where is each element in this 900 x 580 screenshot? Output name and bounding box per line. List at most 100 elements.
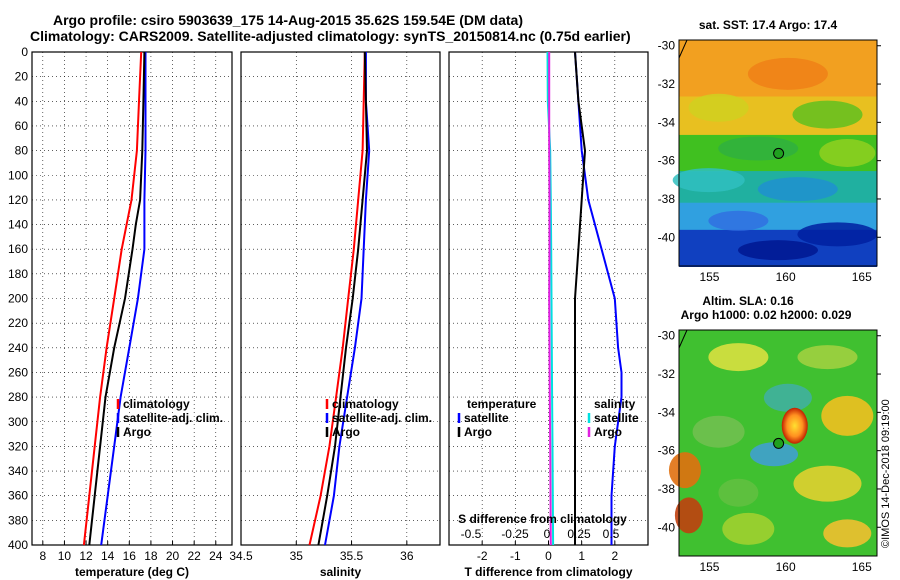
sla-eddy bbox=[781, 407, 808, 444]
map-x-tick-label: 155 bbox=[699, 560, 719, 574]
y-tick-label: 180 bbox=[8, 267, 28, 281]
map-x-tick-label: 160 bbox=[776, 560, 796, 574]
map-y-tick-label: -38 bbox=[658, 192, 676, 206]
title-line-2: Climatology: CARS2009. Satellite-adjuste… bbox=[30, 28, 631, 44]
x-tick-label: 16 bbox=[123, 549, 137, 563]
x-tick-label: 18 bbox=[144, 549, 158, 563]
panel-difference: -2 -1 0 1 2 T difference from climatology temp… bbox=[448, 51, 649, 579]
map-title: sat. SST: 17.4 Argo: 17.4 bbox=[699, 18, 838, 32]
map-frame bbox=[678, 39, 878, 267]
y-tick-label: 360 bbox=[8, 489, 28, 503]
sla-patch bbox=[708, 343, 769, 372]
legend-label: climatology bbox=[332, 397, 399, 411]
sla-patch bbox=[668, 452, 701, 489]
axes-box bbox=[31, 51, 233, 546]
series-line-climatology bbox=[308, 51, 366, 546]
x-tick-label: 24 bbox=[209, 549, 223, 563]
x-tick-label: 2 bbox=[611, 549, 618, 563]
sla-patch bbox=[793, 465, 862, 502]
sla-patch bbox=[718, 478, 759, 507]
map-y-tick-label: -32 bbox=[658, 367, 676, 381]
map-y-tick-label: -40 bbox=[658, 520, 676, 534]
map-title-line-1: Altim. SLA: 0.16 bbox=[702, 294, 794, 308]
x2-tick-label: 0.25 bbox=[567, 527, 591, 541]
legend-label: Argo bbox=[594, 425, 622, 439]
x2-tick-label: -0.5 bbox=[461, 527, 482, 541]
sst-patch bbox=[718, 136, 799, 161]
y-tick-label: 60 bbox=[15, 119, 29, 133]
y-tick-label: 20 bbox=[15, 70, 29, 84]
x2-tick-label: -0.25 bbox=[501, 527, 529, 541]
x2-tick-label: 0.5 bbox=[603, 527, 620, 541]
map-x-tick-label: 155 bbox=[699, 270, 719, 284]
legend-label: salinity bbox=[594, 397, 636, 411]
x-axis-label: salinity bbox=[320, 565, 362, 579]
sst-patch bbox=[747, 57, 828, 90]
sst-patch bbox=[738, 240, 818, 261]
sla-patch bbox=[674, 497, 703, 534]
map-frame bbox=[678, 329, 878, 557]
legend-label: satellite-adj. clim. bbox=[332, 411, 432, 425]
legend-label: Argo bbox=[464, 425, 492, 439]
x-tick-label: 0 bbox=[545, 549, 552, 563]
series-line-t-satellite bbox=[574, 51, 623, 545]
sst-patch bbox=[819, 139, 876, 167]
legend-label: satellite-adj. clim. bbox=[123, 411, 223, 425]
y-tick-label: 80 bbox=[15, 144, 29, 158]
x-tick-label: 35 bbox=[290, 549, 304, 563]
x-tick-label: 1 bbox=[578, 549, 585, 563]
map-title-line-2: Argo h1000: 0.02 h2000: 0.029 bbox=[681, 308, 852, 322]
legend-label: satellite bbox=[464, 411, 509, 425]
y-tick-label: 320 bbox=[8, 439, 28, 453]
y-tick-label: 120 bbox=[8, 193, 28, 207]
series-line-climatology bbox=[82, 51, 143, 546]
map-y-tick-label: -30 bbox=[658, 329, 676, 343]
coastline bbox=[678, 329, 688, 349]
x-tick-label: -2 bbox=[477, 549, 488, 563]
x-axis-label: temperature (deg C) bbox=[75, 565, 189, 579]
argo-position-marker bbox=[773, 437, 785, 449]
map-x-tick-label: 165 bbox=[852, 270, 872, 284]
x2-tick-label: 0 bbox=[544, 527, 551, 541]
sla-patch bbox=[763, 383, 812, 412]
map-y-tick-label: -40 bbox=[658, 230, 676, 244]
legend-label: Argo bbox=[123, 425, 151, 439]
sla-patch bbox=[750, 442, 799, 467]
sst-patch bbox=[792, 100, 863, 129]
x-tick-label: 8 bbox=[39, 549, 46, 563]
map-y-tick-label: -32 bbox=[658, 77, 676, 91]
legend-label: temperature bbox=[467, 397, 537, 411]
map-panel-1: -30 -32 -34 -36 -38 -40 155 160 165 sat. SST: 17.… bbox=[658, 18, 881, 284]
coastline bbox=[678, 39, 688, 59]
legend-label: satellite bbox=[594, 411, 639, 425]
sst-patch bbox=[757, 177, 838, 202]
x-tick-label: 34.5 bbox=[229, 549, 253, 563]
y-tick-label: 140 bbox=[8, 218, 28, 232]
sst-patch bbox=[672, 168, 745, 193]
map-panel-2: -30 -32 -34 -36 -38 -40 155 160 165 Altim. SLA: 0… bbox=[658, 294, 881, 574]
y-tick-label: 340 bbox=[8, 464, 28, 478]
x-tick-label: 20 bbox=[166, 549, 180, 563]
y-tick-label: 240 bbox=[8, 341, 28, 355]
map-x-tick-label: 165 bbox=[852, 560, 872, 574]
series-line-satellite-adj-clim- bbox=[324, 52, 371, 546]
x-tick-label: 14 bbox=[101, 549, 115, 563]
y-tick-label: 160 bbox=[8, 242, 28, 256]
y-tick-label: 280 bbox=[8, 390, 28, 404]
sst-patch bbox=[797, 222, 878, 247]
series-line-satellite-adj-clim- bbox=[100, 52, 147, 546]
x-tick-label: 35.5 bbox=[340, 549, 364, 563]
sla-patch bbox=[692, 415, 745, 448]
y-tick-label: 300 bbox=[8, 415, 28, 429]
x-tick-label: -1 bbox=[510, 549, 521, 563]
map-y-tick-label: -30 bbox=[658, 39, 676, 53]
sla-patch bbox=[797, 345, 858, 370]
y-tick-label: 200 bbox=[8, 292, 28, 306]
argo-position-marker bbox=[773, 147, 785, 159]
series-line-s-argo bbox=[548, 52, 552, 546]
y-tick-label: 220 bbox=[8, 316, 28, 330]
panel-temperature: 0 20 40 60 80 100 120 140 160 180 200 220 240 260 280 3… bbox=[8, 45, 233, 579]
x-tick-label: 10 bbox=[58, 549, 72, 563]
axes-box bbox=[240, 51, 441, 546]
